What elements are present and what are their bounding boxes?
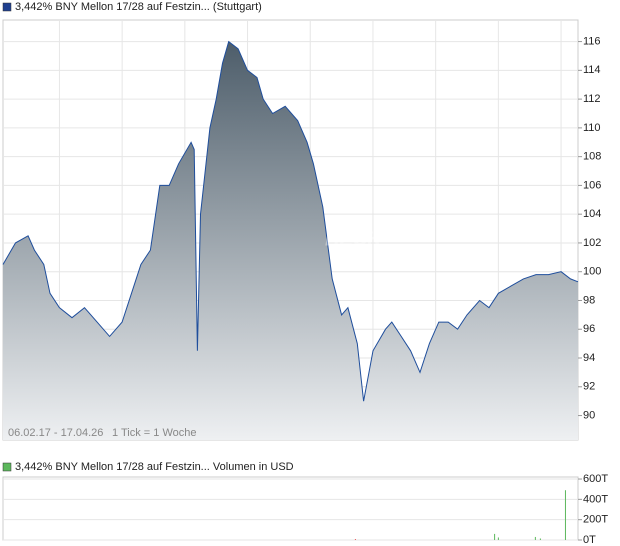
- y-tick-label: 104: [583, 208, 601, 220]
- y-tick-label: 106: [583, 179, 601, 191]
- y-tick-label: 102: [583, 237, 601, 249]
- y-tick-label: 98: [583, 294, 595, 306]
- legend-swatch: [2, 462, 12, 472]
- price-line: [2, 40, 579, 402]
- y-tick-label: 0T: [583, 534, 596, 546]
- y-tick-label: 90: [583, 409, 595, 421]
- y-tick-label: 400T: [583, 493, 608, 505]
- y-tick-label: 114: [583, 64, 601, 76]
- legend-swatch: [2, 2, 12, 12]
- y-tick-label: 108: [583, 151, 601, 163]
- y-tick-label: 110: [583, 122, 601, 134]
- y-tick-label: 200T: [583, 514, 608, 526]
- plot-frame: [2, 476, 579, 541]
- y-tick-label: 116: [583, 35, 601, 47]
- y-tick-label: 96: [583, 323, 595, 335]
- area-fill: [3, 41, 578, 440]
- footer-range: 06.02.17 - 17.04.26: [8, 427, 103, 439]
- y-tick-label: 600T: [583, 473, 608, 485]
- footer-note: 1 Tick = 1 Woche: [112, 427, 196, 439]
- y-tick-label: 94: [583, 352, 595, 364]
- y-tick-label: 100: [583, 266, 601, 278]
- y-tick-label: 112: [583, 93, 601, 105]
- y-tick-label: 92: [583, 381, 595, 393]
- legend-label: 3,442% BNY Mellon 17/28 auf Festzin... (…: [15, 1, 262, 13]
- watermark: HECK: [325, 228, 383, 250]
- legend-label: 3,442% BNY Mellon 17/28 auf Festzin... V…: [15, 461, 294, 473]
